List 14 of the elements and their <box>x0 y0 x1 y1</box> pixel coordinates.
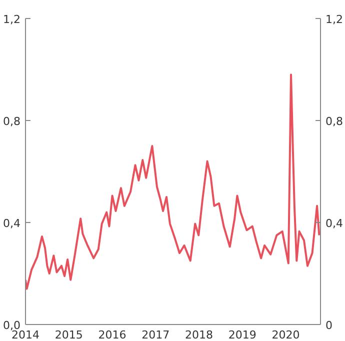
x-tick-label: 2019 <box>228 328 256 341</box>
x-tick-label: 2017 <box>142 328 170 341</box>
y2-tick-label: 0,8 <box>326 115 343 128</box>
y-tick-label: 1,2 <box>3 13 21 26</box>
y2-tick-label: 0,4 <box>326 217 343 230</box>
x-tick-label: 2016 <box>98 328 126 341</box>
y2-tick-label: 1,2 <box>326 13 343 26</box>
y2-tick-label: 0 <box>326 319 332 332</box>
x-tick-label: 2018 <box>185 328 214 341</box>
y-tick-label: 0,8 <box>3 115 21 128</box>
y-tick-label: 0,4 <box>3 217 21 230</box>
x-tick-label: 2015 <box>54 328 83 341</box>
line-series <box>26 74 320 290</box>
x-tick-label: 2020 <box>272 328 300 341</box>
